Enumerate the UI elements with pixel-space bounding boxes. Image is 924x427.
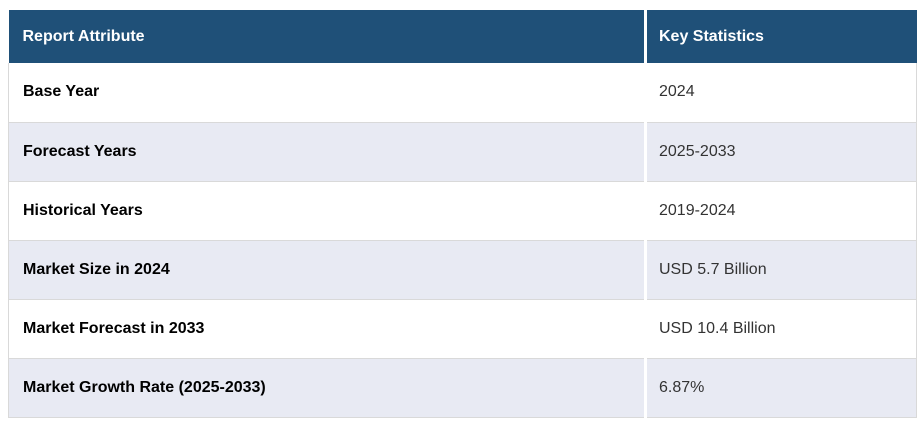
value-cell: USD 10.4 Billion — [644, 298, 917, 358]
table-body: Base Year 2024 Forecast Years 2025-2033 Hist… — [8, 63, 917, 418]
attribute-cell: Base Year — [8, 63, 646, 122]
report-statistics-table: Report Attribute Key Statistics Base Yea… — [8, 10, 917, 418]
column-header-report-attribute: Report Attribute — [8, 10, 646, 63]
report-statistics-table-container: Report Attribute Key Statistics Base Yea… — [8, 10, 917, 418]
value-cell: 6.87% — [644, 357, 917, 418]
table-row: Forecast Years 2025-2033 — [8, 121, 917, 181]
value-cell: 2024 — [644, 63, 917, 122]
value-cell: 2025-2033 — [644, 121, 917, 181]
attribute-cell: Market Growth Rate (2025-2033) — [8, 357, 646, 418]
table-header-row: Report Attribute Key Statistics — [8, 10, 917, 63]
table-row: Market Growth Rate (2025-2033) 6.87% — [8, 357, 917, 418]
table-row: Market Forecast in 2033 USD 10.4 Billion — [8, 298, 917, 358]
table-row: Market Size in 2024 USD 5.7 Billion — [8, 239, 917, 299]
attribute-cell: Historical Years — [8, 180, 646, 240]
value-cell: USD 5.7 Billion — [644, 239, 917, 299]
attribute-cell: Market Forecast in 2033 — [8, 298, 646, 358]
table-row: Historical Years 2019-2024 — [8, 180, 917, 240]
column-header-key-statistics: Key Statistics — [644, 10, 917, 63]
attribute-cell: Forecast Years — [8, 121, 646, 181]
value-cell: 2019-2024 — [644, 180, 917, 240]
attribute-cell: Market Size in 2024 — [8, 239, 646, 299]
table-row: Base Year 2024 — [8, 63, 917, 122]
